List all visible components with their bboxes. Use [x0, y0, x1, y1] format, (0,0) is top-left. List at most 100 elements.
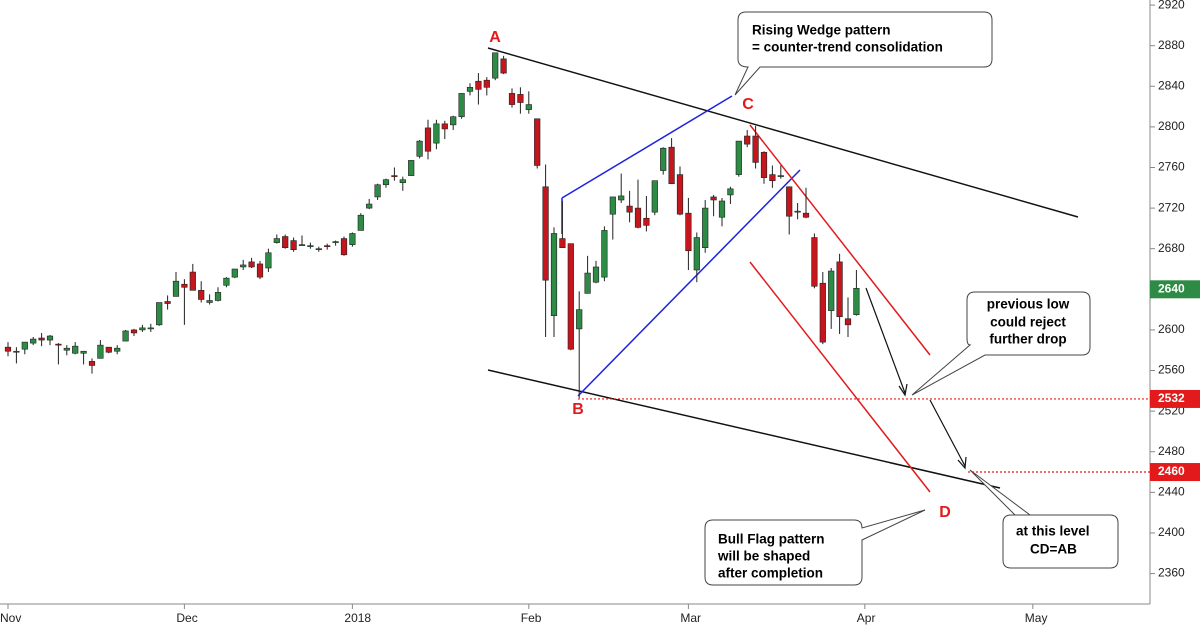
- y-tick-label: 2440: [1158, 485, 1185, 499]
- candle-body: [72, 345, 79, 354]
- candle-body: [181, 283, 188, 288]
- candle-body: [618, 195, 625, 201]
- candle-body: [828, 270, 835, 311]
- candle-body: [374, 184, 381, 198]
- upper-channel: [487, 47, 1079, 218]
- candle-body: [475, 80, 482, 90]
- candle-body: [744, 135, 751, 145]
- last-price-tag: [1150, 280, 1200, 299]
- candle-body: [198, 290, 205, 300]
- callout-text: = counter-trend consolidation: [752, 40, 943, 55]
- candle-body: [676, 174, 684, 215]
- candle-body: [231, 268, 238, 278]
- y-tick-label: 2720: [1158, 200, 1185, 214]
- callout-boxes: [704, 11, 1119, 586]
- candle-body: [668, 146, 675, 185]
- candle-body: [97, 344, 104, 359]
- trendlines: [487, 47, 1079, 493]
- wedge-lower: [577, 169, 801, 397]
- candle-body: [382, 179, 390, 186]
- candle-body: [634, 207, 642, 228]
- candle-body: [584, 272, 591, 294]
- candle-body: [458, 93, 465, 118]
- x-tick-label: Dec: [176, 611, 197, 625]
- candle-body: [332, 241, 339, 243]
- candle-body: [408, 160, 415, 176]
- x-tick-label: 2018: [344, 611, 371, 625]
- candle-body: [777, 175, 784, 177]
- callout-text: will be shaped: [717, 549, 810, 564]
- candle-body: [139, 327, 146, 331]
- point-label: D: [939, 504, 951, 521]
- candle-body: [601, 230, 608, 278]
- y-tick-label: 2880: [1158, 38, 1185, 52]
- candle-body: [88, 361, 96, 366]
- candle-body: [298, 244, 306, 246]
- candle-body: [492, 52, 499, 79]
- candle-body: [441, 123, 448, 130]
- arrow-head: [957, 456, 967, 470]
- candle-body: [752, 135, 759, 163]
- candle-body: [63, 347, 70, 351]
- x-tick-label: Nov: [0, 611, 21, 625]
- x-tick-label: Feb: [521, 611, 542, 625]
- candle-body: [114, 347, 121, 352]
- candle-body: [366, 203, 373, 209]
- arrow-head: [898, 383, 908, 397]
- candle-body: [248, 261, 255, 268]
- candle-body: [786, 186, 793, 217]
- candle-body: [13, 350, 20, 353]
- candle-body: [206, 300, 213, 303]
- candle-body: [290, 240, 297, 251]
- candle-body: [609, 196, 616, 215]
- candle-body: [391, 175, 398, 177]
- candle-body: [483, 79, 490, 88]
- y-tick-label: 2560: [1158, 363, 1185, 377]
- y-tick-label: 2360: [1158, 566, 1185, 580]
- y-tick-label: 2800: [1158, 119, 1185, 133]
- candle-body: [433, 123, 440, 144]
- candle-body: [46, 335, 54, 341]
- level-tag: [1150, 463, 1200, 482]
- candle-body: [307, 245, 314, 247]
- y-tick-label: 2760: [1158, 160, 1185, 174]
- candle-body: [30, 338, 37, 344]
- candle-body: [660, 147, 667, 171]
- candle-body: [811, 237, 818, 287]
- callout-text: Bull Flag pattern: [718, 532, 825, 547]
- candle-body: [265, 252, 272, 269]
- candle-body: [21, 341, 28, 350]
- candle-body: [802, 212, 810, 218]
- candle-body: [105, 346, 112, 353]
- candle-body: [559, 238, 566, 248]
- candle-body: [147, 327, 154, 330]
- candle-body: [189, 271, 196, 291]
- candle-body: [315, 248, 322, 251]
- candle-body: [122, 330, 129, 342]
- candle-body: [525, 104, 532, 110]
- level-tag-label: 2460: [1158, 464, 1185, 478]
- candle-body: [282, 236, 289, 248]
- callout-text: previous low: [987, 297, 1070, 312]
- candle-body: [340, 238, 348, 256]
- candle-body: [38, 337, 45, 341]
- candle-body: [273, 238, 280, 243]
- candle-body: [399, 179, 406, 184]
- candle-body: [256, 263, 264, 278]
- candle-body: [685, 212, 692, 252]
- candle-body: [240, 264, 247, 268]
- x-tick-label: Apr: [857, 611, 876, 625]
- candle-body: [534, 118, 541, 166]
- candle-body: [727, 188, 734, 196]
- candle-body: [156, 302, 163, 326]
- candle-body: [416, 140, 423, 157]
- callout-text: further drop: [989, 332, 1066, 347]
- callout-box: [969, 469, 1119, 569]
- point-label: A: [489, 29, 501, 46]
- callout-box: [734, 11, 993, 96]
- callout-text: could reject: [990, 315, 1066, 330]
- callout-text: after completion: [718, 566, 823, 581]
- y-tick-label: 2920: [1158, 0, 1185, 11]
- candle-body: [517, 94, 524, 103]
